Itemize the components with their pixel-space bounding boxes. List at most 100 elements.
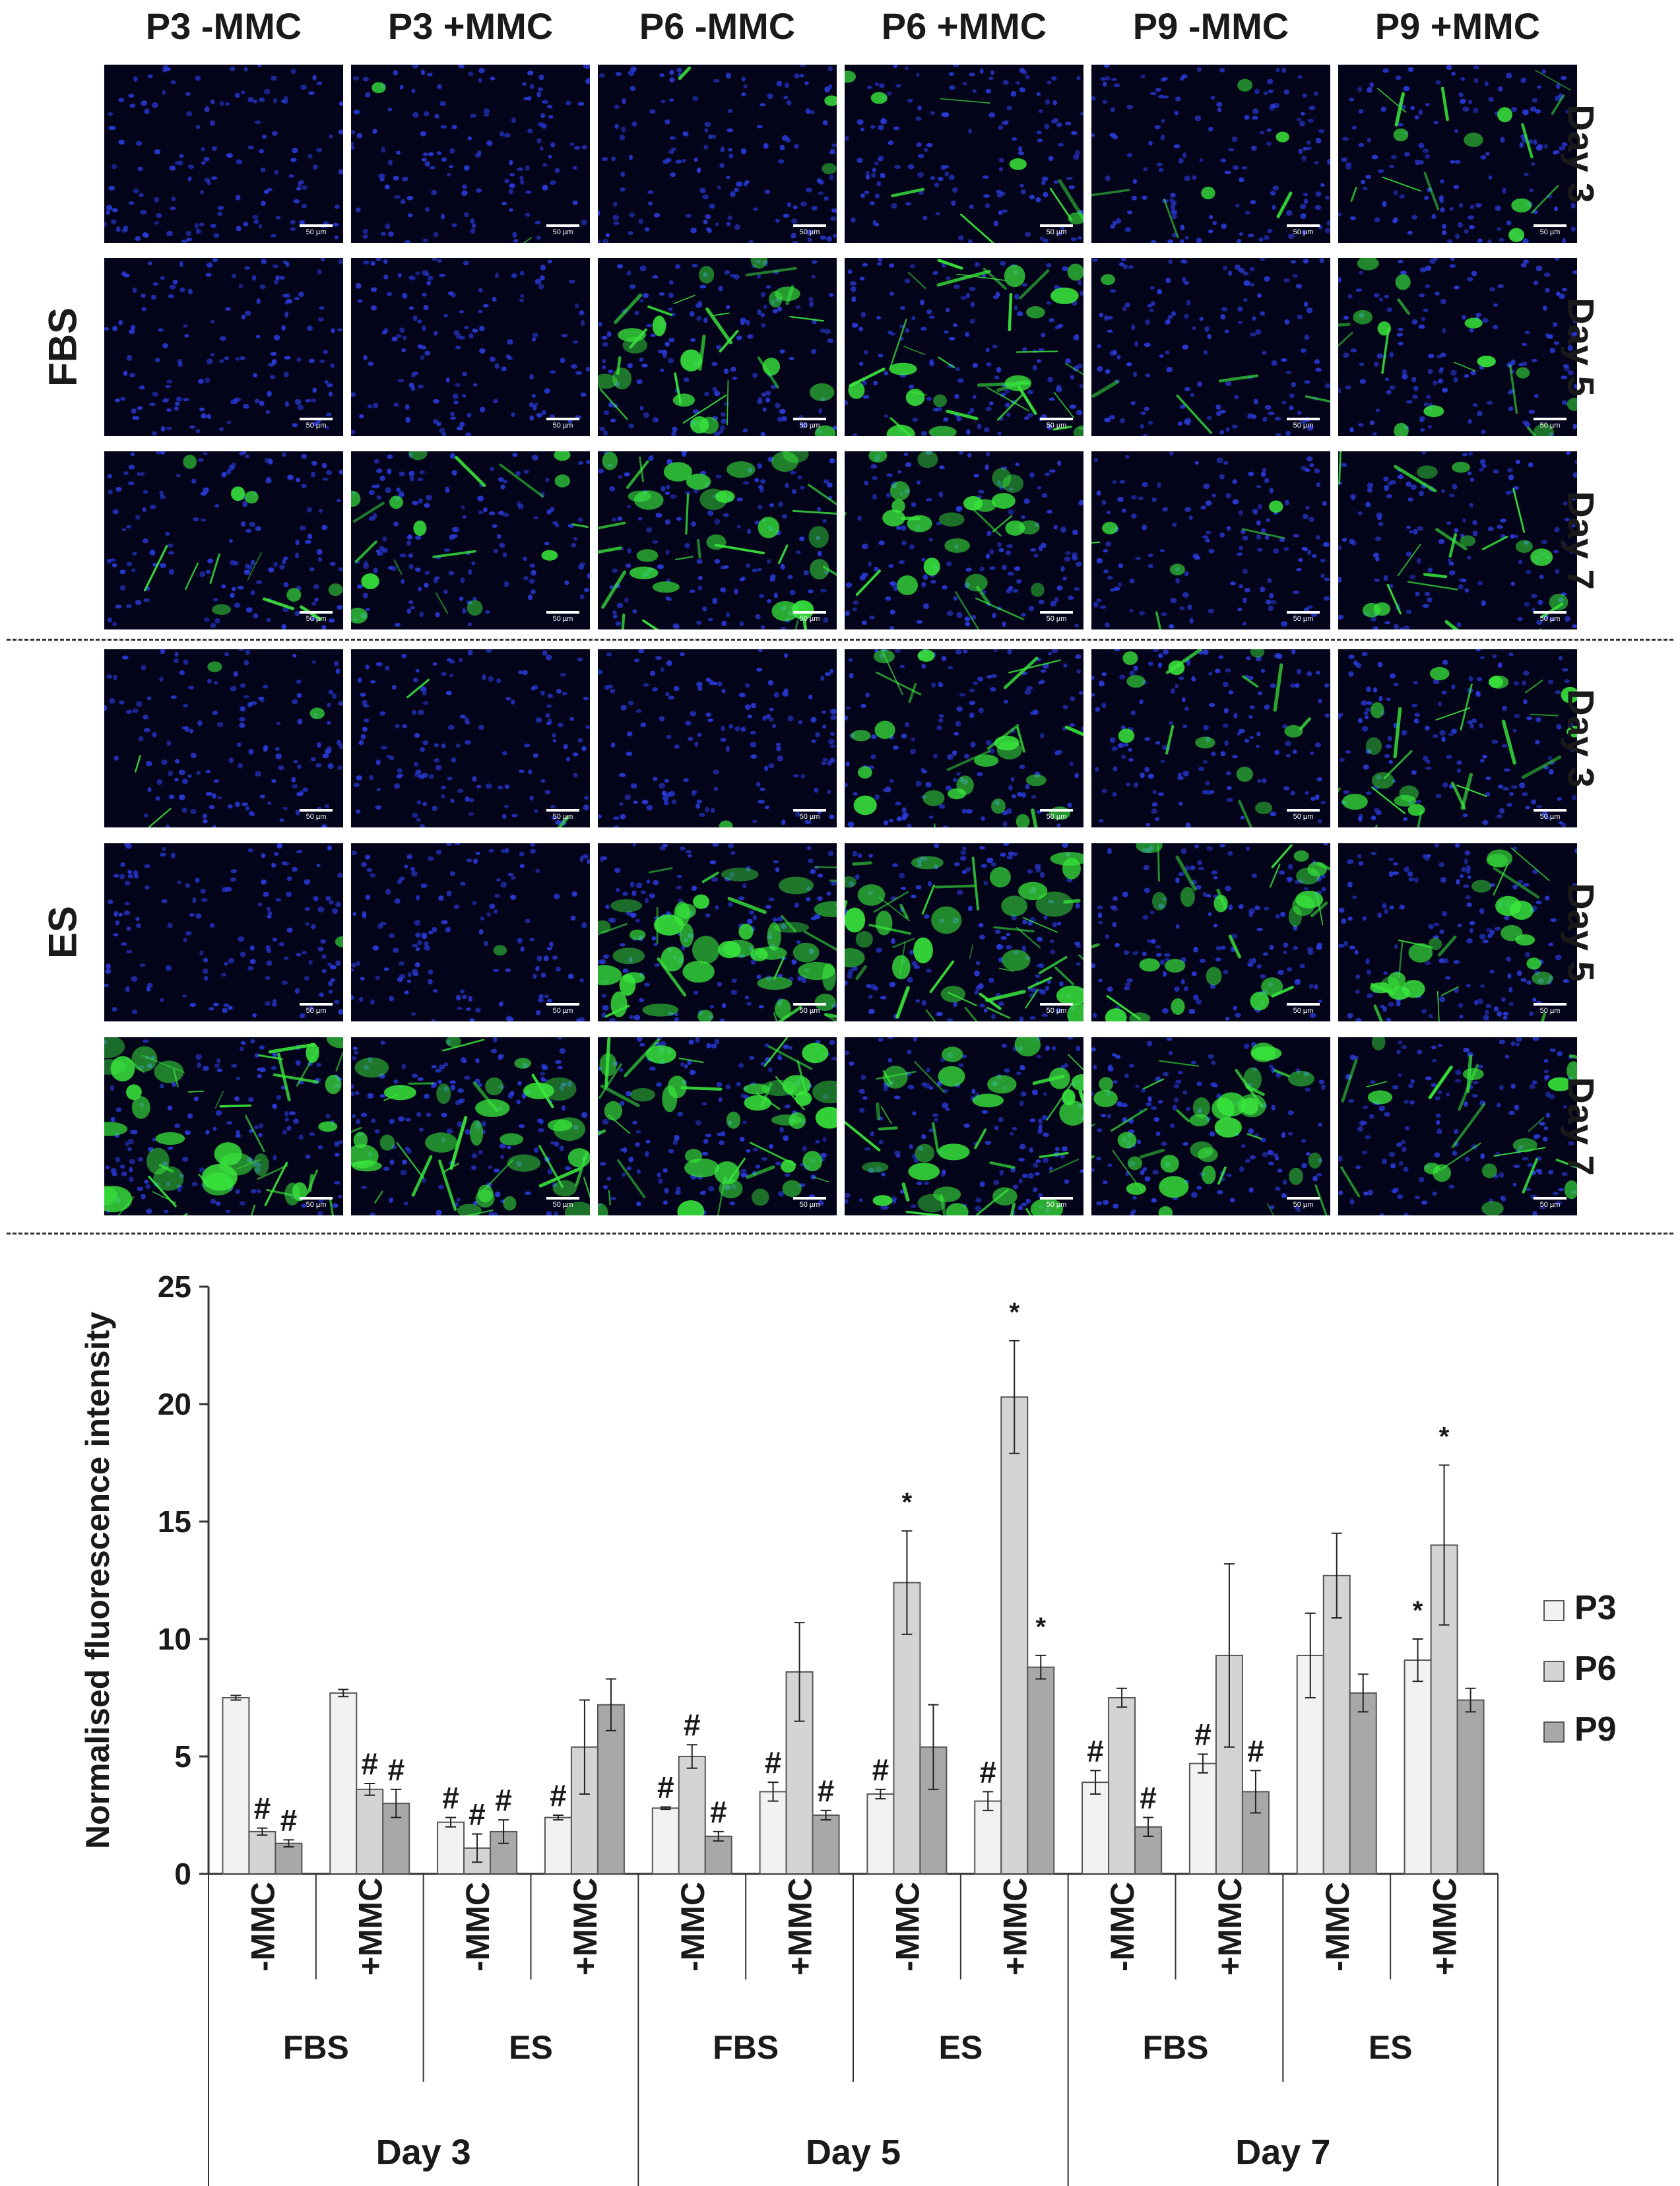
- nucleus-dot: [765, 397, 771, 403]
- fibre-stroke: [1276, 191, 1293, 218]
- nucleus-dot: [1572, 270, 1577, 274]
- nucleus-dot: [1080, 112, 1083, 116]
- nucleus-dot: [502, 512, 509, 517]
- nucleus-dot: [1114, 83, 1120, 88]
- nucleus-dot: [888, 140, 893, 145]
- nucleus-dot: [136, 701, 143, 707]
- nucleus-dot: [1069, 761, 1074, 766]
- nucleus-dot: [1285, 754, 1291, 757]
- nucleus-dot: [630, 284, 636, 289]
- nucleus-dot: [486, 140, 493, 145]
- nucleus-dot: [1126, 104, 1134, 110]
- nucleus-dot: [554, 168, 560, 174]
- nucleus-dot: [1535, 804, 1543, 809]
- nucleus-dot: [370, 680, 376, 684]
- scale-bar-label: 50 µm: [552, 1007, 573, 1015]
- nucleus-dot: [168, 551, 174, 555]
- nucleus-dot: [671, 432, 676, 436]
- nucleus-dot: [1534, 393, 1539, 399]
- nucleus-dot: [1355, 974, 1361, 979]
- nucleus-dot: [279, 276, 285, 280]
- nucleus-dot: [1418, 160, 1424, 165]
- nucleus-dot: [1298, 148, 1303, 154]
- nucleus-dot: [531, 569, 536, 576]
- nucleus-dot: [546, 104, 553, 109]
- nucleus-dot: [174, 160, 180, 165]
- nucleus-dot: [360, 734, 366, 740]
- nucleus-dot: [378, 174, 385, 179]
- nucleus-dot: [1239, 232, 1243, 236]
- nucleus-dot: [1429, 259, 1436, 264]
- nucleus-dot: [1143, 167, 1148, 172]
- nucleus-dot: [547, 693, 554, 698]
- nucleus-dot: [216, 1058, 221, 1064]
- nucleus-dot: [434, 743, 439, 748]
- nucleus-dot: [1524, 422, 1531, 428]
- nucleus-dot: [1107, 329, 1113, 333]
- nucleus-dot: [806, 846, 812, 851]
- nucleus-dot: [249, 959, 256, 965]
- nucleus-dot: [956, 416, 962, 422]
- nucleus-dot: [620, 705, 627, 711]
- fibre-stroke: [352, 501, 385, 523]
- fibre-stroke: [673, 294, 695, 304]
- fibre-stroke: [393, 559, 403, 575]
- nucleus-dot: [1095, 767, 1099, 772]
- nucleus-dot: [615, 621, 622, 626]
- nucleus-dot: [1070, 237, 1078, 241]
- nucleus-dot: [1257, 779, 1262, 783]
- nucleus-dot: [1256, 520, 1261, 526]
- stain-blob: [1534, 423, 1554, 436]
- nucleus-dot: [1122, 891, 1128, 897]
- nucleus-dot: [542, 100, 548, 104]
- nucleus-dot: [617, 264, 624, 269]
- nucleus-dot: [639, 358, 644, 362]
- nucleus-dot: [1406, 400, 1413, 404]
- nucleus-dot: [211, 793, 216, 799]
- nucleus-dot: [351, 130, 356, 135]
- nucleus-dot: [799, 486, 806, 490]
- nucleus-dot: [1321, 886, 1326, 892]
- nucleus-dot: [777, 973, 783, 978]
- nucleus-dot: [362, 77, 370, 82]
- nucleus-dot: [1012, 794, 1016, 798]
- fibre-stroke: [1394, 465, 1437, 493]
- nucleus-dot: [978, 707, 984, 713]
- nucleus-dot: [781, 923, 787, 930]
- nucleus-dot: [1422, 148, 1429, 153]
- nucleus-dot: [418, 709, 424, 715]
- nucleus-dot: [272, 1103, 277, 1109]
- nucleus-dot: [1074, 587, 1080, 591]
- nucleus-dot: [195, 429, 201, 434]
- nucleus-dot: [823, 479, 829, 484]
- nucleus-dot: [1354, 949, 1359, 955]
- nucleus-dot: [108, 899, 113, 905]
- nucleus-dot: [524, 743, 531, 748]
- nucleus-dot: [930, 176, 935, 180]
- scale-bar-label: 50 µm: [1046, 1007, 1067, 1015]
- nucleus-dot: [1221, 223, 1227, 230]
- nucleus-dot: [1009, 487, 1014, 492]
- nucleus-dot: [998, 1001, 1004, 1006]
- fibre-stroke: [152, 1191, 177, 1204]
- nucleus-dot: [106, 963, 111, 969]
- nucleus-dot: [245, 649, 250, 655]
- nucleus-dot: [826, 236, 833, 242]
- scale-bar-line: [793, 809, 826, 812]
- nucleus-dot: [324, 426, 329, 430]
- nucleus-dot: [1049, 469, 1056, 473]
- nucleus-dot: [455, 345, 461, 350]
- nucleus-dot: [1021, 515, 1025, 519]
- nucleus-dot: [129, 1159, 135, 1165]
- nucleus-dot: [1363, 711, 1369, 716]
- nucleus-dot: [1041, 333, 1046, 338]
- nucleus-dot: [365, 854, 371, 860]
- nucleus-dot: [1383, 575, 1388, 581]
- nucleus-dot: [221, 887, 228, 893]
- nucleus-dot: [876, 315, 882, 320]
- scale-bar: 50 µm: [300, 611, 333, 623]
- nucleus-dot: [424, 350, 431, 356]
- nucleus-dot: [1435, 80, 1441, 85]
- nucleus-dot: [248, 1097, 254, 1103]
- nucleus-dot: [265, 1001, 271, 1006]
